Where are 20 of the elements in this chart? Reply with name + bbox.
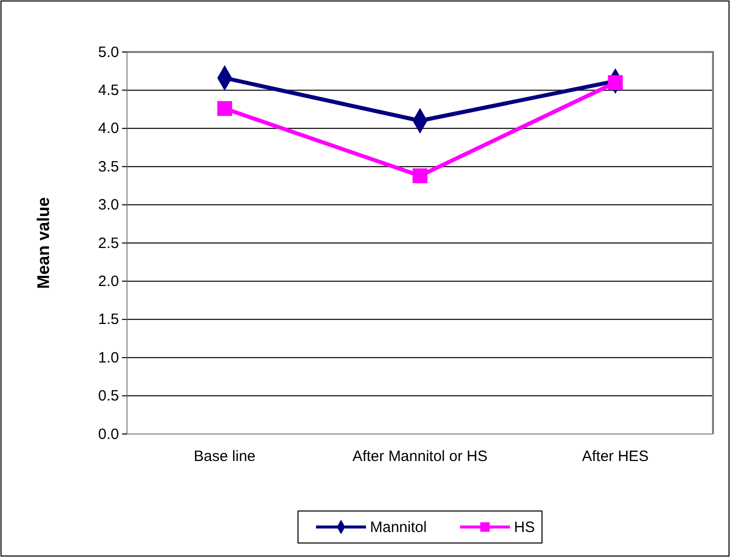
y-tick-label: 3.5	[98, 158, 119, 176]
x-tick-label: After HES	[582, 448, 649, 465]
y-tick-label: 2.0	[98, 273, 119, 290]
x-tick-label: After Mannitol or HS	[352, 448, 488, 465]
y-tick-label: 1.0	[98, 349, 119, 366]
y-tick-label: 1.5	[98, 311, 119, 328]
y-tick-label: 0.5	[98, 388, 119, 405]
point	[217, 101, 232, 116]
y-axis-title: Mean value	[34, 197, 53, 289]
x-tick-label: Base line	[194, 448, 256, 465]
y-tick-label: 2.5	[98, 234, 119, 252]
legend-label: HS	[514, 519, 535, 536]
y-tick-label: 5.0	[98, 44, 119, 61]
y-tick-label: 0.0	[98, 426, 119, 443]
point	[608, 75, 623, 90]
legend-label: Mannitol	[370, 519, 427, 536]
y-tick-label: 4.0	[98, 120, 119, 138]
y-tick-label: 4.5	[98, 82, 119, 99]
y-tick-label: 3.0	[98, 196, 119, 214]
point	[412, 168, 428, 184]
